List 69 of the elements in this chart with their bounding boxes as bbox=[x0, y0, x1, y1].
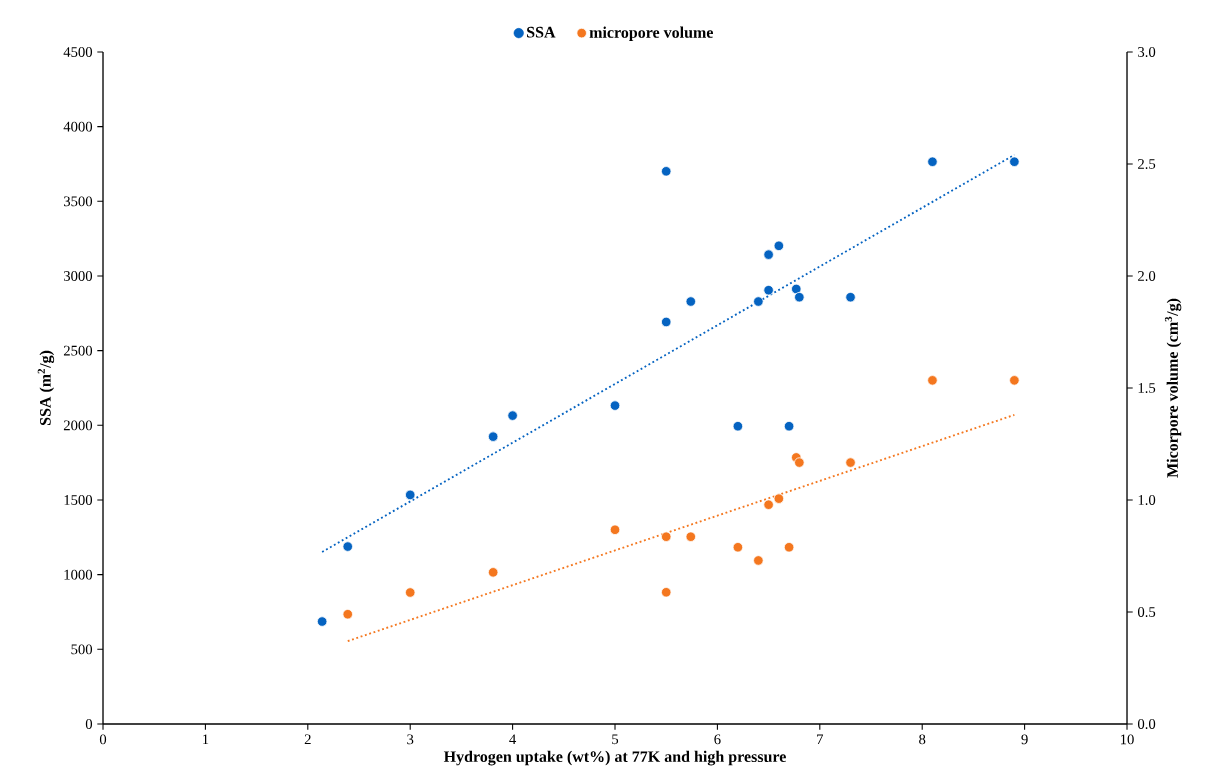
point bbox=[1009, 156, 1020, 167]
y2-tick-label: 2.5 bbox=[1138, 159, 1156, 169]
y-tick-label: 500 bbox=[71, 644, 93, 655]
x-tick-label: 2 bbox=[304, 734, 311, 745]
y-tick-label: 2000 bbox=[63, 420, 93, 431]
y-tick-label: 4500 bbox=[63, 47, 93, 57]
y2-tick-label: 2.0 bbox=[1138, 271, 1156, 281]
point bbox=[487, 431, 499, 442]
y2-tick-label: 3.0 bbox=[1138, 47, 1156, 57]
point bbox=[661, 531, 672, 542]
point bbox=[794, 291, 805, 303]
x-tick-label: 4 bbox=[509, 734, 517, 745]
x-tick-label: 7 bbox=[817, 734, 824, 744]
point bbox=[487, 567, 499, 578]
x-tick-label: 8 bbox=[919, 734, 926, 745]
point bbox=[773, 240, 785, 252]
point bbox=[773, 493, 785, 504]
legend-label: micropore volume bbox=[589, 26, 714, 42]
point bbox=[342, 541, 353, 552]
y2-tick-label: 0.5 bbox=[1137, 607, 1156, 617]
x-tick-label: 0 bbox=[99, 734, 107, 745]
point bbox=[791, 283, 802, 295]
point bbox=[845, 291, 856, 303]
point bbox=[845, 457, 856, 468]
point bbox=[405, 587, 416, 598]
point bbox=[609, 400, 621, 411]
x-axis-title: Hydrogen uptake (wt%) at 77K and high pressure bbox=[443, 750, 786, 766]
point bbox=[753, 296, 764, 307]
point bbox=[685, 531, 696, 542]
point bbox=[342, 609, 353, 620]
point bbox=[685, 296, 696, 307]
x-tick-label: 6 bbox=[714, 734, 721, 745]
y-tick-label: 3000 bbox=[63, 271, 93, 281]
y-tick-label: 3500 bbox=[63, 196, 93, 207]
point bbox=[794, 457, 805, 468]
point bbox=[661, 587, 672, 598]
point bbox=[732, 542, 744, 553]
x-tick-label: 5 bbox=[612, 734, 619, 745]
point bbox=[405, 489, 416, 501]
y-axis-title: SSA (m$^{2}$/g) bbox=[37, 350, 55, 426]
point bbox=[316, 616, 328, 627]
y2-tick-label: 1.5 bbox=[1138, 383, 1156, 393]
x-tick-label: 1 bbox=[203, 734, 209, 745]
point bbox=[763, 499, 774, 510]
y-tick-label: 1500 bbox=[64, 495, 93, 505]
point bbox=[1009, 375, 1020, 386]
point bbox=[732, 421, 744, 432]
point bbox=[763, 249, 774, 260]
y-tick-label: 4000 bbox=[63, 121, 93, 132]
point bbox=[507, 410, 518, 421]
x-tick-label: 3 bbox=[407, 734, 414, 745]
point bbox=[609, 524, 621, 535]
point bbox=[927, 156, 938, 167]
x-tick-label: 9 bbox=[1021, 734, 1028, 745]
point bbox=[763, 284, 774, 296]
y-tick-label: 1000 bbox=[64, 569, 93, 580]
x-tick-label: 10 bbox=[1120, 734, 1134, 745]
point bbox=[661, 166, 672, 177]
y-tick-label: 2500 bbox=[63, 345, 93, 356]
point bbox=[927, 375, 938, 386]
legend-label: SSA bbox=[527, 26, 556, 38]
y2-tick-label: 1.0 bbox=[1138, 495, 1156, 505]
point bbox=[783, 542, 795, 553]
y2-tick-label: 0.0 bbox=[1137, 719, 1156, 729]
y-tick-label: 0 bbox=[85, 719, 93, 729]
point bbox=[661, 316, 672, 328]
point bbox=[783, 421, 795, 432]
y2-axis-title: Micorpore volume (cm$^{3}$/g) bbox=[1164, 298, 1182, 478]
point bbox=[753, 555, 764, 566]
